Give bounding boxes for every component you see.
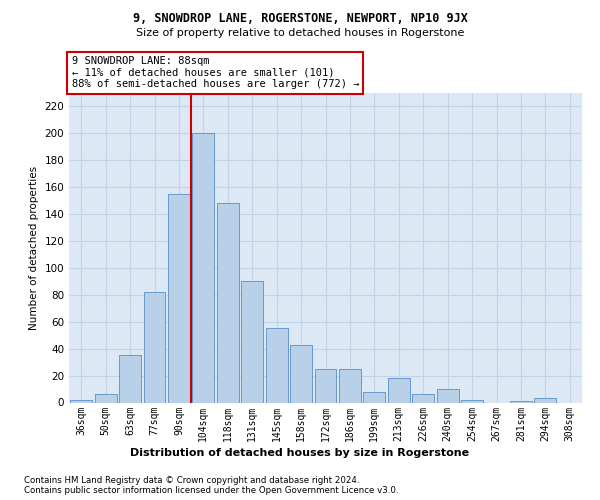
Bar bbox=[266, 328, 287, 402]
Y-axis label: Number of detached properties: Number of detached properties bbox=[29, 166, 39, 330]
Bar bbox=[535, 398, 556, 402]
Bar bbox=[217, 203, 239, 402]
Bar bbox=[510, 401, 532, 402]
Bar bbox=[339, 369, 361, 402]
Text: 9 SNOWDROP LANE: 88sqm
← 11% of detached houses are smaller (101)
88% of semi-de: 9 SNOWDROP LANE: 88sqm ← 11% of detached… bbox=[71, 56, 359, 90]
Bar bbox=[70, 400, 92, 402]
Bar bbox=[143, 292, 166, 403]
Bar bbox=[241, 281, 263, 402]
Text: 9, SNOWDROP LANE, ROGERSTONE, NEWPORT, NP10 9JX: 9, SNOWDROP LANE, ROGERSTONE, NEWPORT, N… bbox=[133, 12, 467, 26]
Bar bbox=[364, 392, 385, 402]
Bar bbox=[388, 378, 410, 402]
Bar bbox=[437, 389, 458, 402]
Bar bbox=[168, 194, 190, 402]
Text: Contains public sector information licensed under the Open Government Licence v3: Contains public sector information licen… bbox=[24, 486, 398, 495]
Bar bbox=[290, 344, 312, 403]
Bar bbox=[314, 369, 337, 402]
Bar bbox=[119, 356, 141, 403]
Bar bbox=[461, 400, 483, 402]
Bar bbox=[95, 394, 116, 402]
Text: Contains HM Land Registry data © Crown copyright and database right 2024.: Contains HM Land Registry data © Crown c… bbox=[24, 476, 359, 485]
Text: Size of property relative to detached houses in Rogerstone: Size of property relative to detached ho… bbox=[136, 28, 464, 38]
Bar bbox=[193, 133, 214, 402]
Text: Distribution of detached houses by size in Rogerstone: Distribution of detached houses by size … bbox=[130, 448, 470, 458]
Bar bbox=[412, 394, 434, 402]
